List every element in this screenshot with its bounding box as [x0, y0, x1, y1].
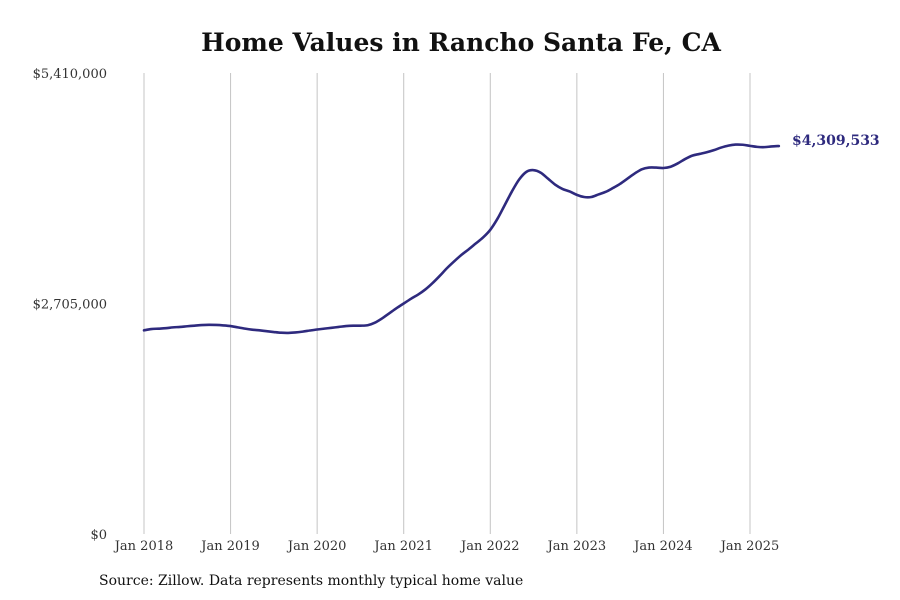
series-line-home-value: [142, 143, 781, 335]
series-end-value-label: $4,309,533: [792, 133, 880, 149]
y-tick-label: $5,410,000: [33, 67, 107, 82]
x-tick-label: Jan 2023: [546, 539, 607, 554]
x-axis-tick-labels: Jan 2018 Jan 2019 Jan 2020 Jan 2021 Jan 2022…: [113, 539, 780, 554]
x-tick-label: Jan 2022: [459, 539, 520, 554]
x-tick-label: Jan 2024: [632, 539, 693, 554]
y-axis-tick-labels: $0 $2,705,000 $5,410,000: [33, 67, 107, 543]
x-tick-label: Jan 2021: [372, 539, 433, 554]
x-tick-label: Jan 2018: [113, 539, 174, 554]
source-note: Source: Zillow. Data represents monthly …: [99, 573, 524, 589]
y-tick-label: $2,705,000: [33, 298, 107, 313]
grid-lines: [143, 73, 751, 534]
series-layer: $4,309,533: [142, 133, 880, 335]
x-tick-label: Jan 2025: [719, 539, 780, 554]
x-tick-label: Jan 2020: [286, 539, 347, 554]
chart-title: Home Values in Rancho Santa Fe, CA: [201, 28, 721, 57]
y-tick-label: $0: [90, 528, 107, 543]
x-tick-label: Jan 2019: [199, 539, 260, 554]
